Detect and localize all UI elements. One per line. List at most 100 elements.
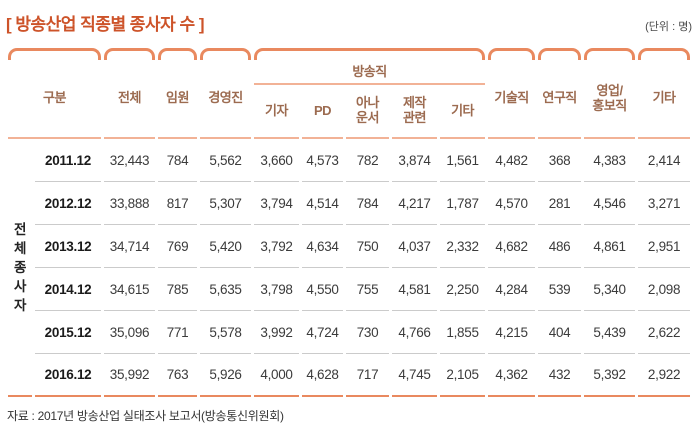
unit-label: (단위 : 명)	[645, 21, 692, 33]
data-cell: 4,215	[488, 311, 536, 354]
data-cell: 3,271	[638, 182, 691, 225]
data-cell: 817	[158, 182, 198, 225]
data-cell: 4,482	[488, 139, 536, 182]
data-cell: 769	[158, 225, 198, 268]
header-production-line1: 제작	[403, 95, 426, 111]
data-cell: 1,561	[440, 139, 486, 182]
brace-sales-pr-icon	[584, 48, 635, 60]
row-date: 2013.12	[35, 225, 102, 268]
data-cell: 4,634	[302, 225, 344, 268]
data-cell: 5,392	[584, 354, 636, 397]
data-cell: 486	[538, 225, 582, 268]
table-row: 2012.12 33,888 817 5,307 3,794 4,514 784 4,217 1…	[8, 182, 691, 225]
data-cell: 3,992	[254, 311, 300, 354]
header-executives: 임원	[158, 60, 198, 139]
data-cell: 4,861	[584, 225, 636, 268]
header-management: 경영진	[200, 60, 252, 139]
data-cell: 3,792	[254, 225, 300, 268]
data-cell: 2,622	[638, 311, 691, 354]
brace-total-icon	[104, 48, 155, 60]
brace-management-icon	[200, 48, 251, 60]
table-header: 구분 전체 임원 경영진 방송직 기술직 연구직 영업/ 홍보직 기타 기자 P…	[8, 60, 691, 139]
data-cell: 34,615	[104, 268, 156, 311]
header-sales-pr-line2: 홍보직	[592, 97, 627, 113]
data-cell: 5,926	[200, 354, 252, 397]
header-etc: 기타	[638, 60, 691, 139]
data-cell: 4,546	[584, 182, 636, 225]
header-brace-row	[5, 47, 693, 60]
data-cell: 5,562	[200, 139, 252, 182]
header-category: 구분	[8, 60, 102, 139]
header-broadcast-etc: 기타	[440, 85, 486, 139]
row-date: 2014.12	[35, 268, 102, 311]
data-cell: 4,628	[302, 354, 344, 397]
data-cell: 4,000	[254, 354, 300, 397]
header-production-line2: 관련	[403, 110, 426, 125]
table-row: 2013.12 34,714 769 5,420 3,792 4,634 750 4,037 2…	[8, 225, 691, 268]
data-cell: 2,105	[440, 354, 486, 397]
table-body: 전체종사자 2011.12 32,443 784 5,562 3,660 4,573 782 3…	[8, 139, 691, 397]
data-cell: 3,660	[254, 139, 300, 182]
data-cell: 5,439	[584, 311, 636, 354]
data-cell: 4,514	[302, 182, 344, 225]
data-cell: 2,250	[440, 268, 486, 311]
data-cell: 784	[346, 182, 390, 225]
header-sales-pr: 영업/ 홍보직	[584, 60, 636, 139]
header-production: 제작 관련	[392, 85, 438, 139]
data-cell: 750	[346, 225, 390, 268]
page-title: [ 방송산업 직종별 종사자 수 ]	[6, 15, 204, 34]
data-cell: 5,420	[200, 225, 252, 268]
data-cell: 281	[538, 182, 582, 225]
data-cell: 771	[158, 311, 198, 354]
data-cell: 782	[346, 139, 390, 182]
data-cell: 2,922	[638, 354, 691, 397]
header-technical: 기술직	[488, 60, 536, 139]
brace-technical-icon	[488, 48, 535, 60]
data-cell: 5,635	[200, 268, 252, 311]
data-cell: 34,714	[104, 225, 156, 268]
data-cell: 4,383	[584, 139, 636, 182]
data-cell: 763	[158, 354, 198, 397]
data-cell: 2,414	[638, 139, 691, 182]
data-cell: 33,888	[104, 182, 156, 225]
data-cell: 35,992	[104, 354, 156, 397]
header-pd: PD	[302, 85, 344, 139]
data-cell: 2,951	[638, 225, 691, 268]
header-research: 연구직	[538, 60, 582, 139]
header-sales-pr-line1: 영업/	[596, 82, 624, 98]
header-total: 전체	[104, 60, 156, 139]
table-row: 2015.12 35,096 771 5,578 3,992 4,724 730 4,766 1…	[8, 311, 691, 354]
data-cell: 4,745	[392, 354, 438, 397]
row-date: 2011.12	[35, 139, 102, 182]
data-cell: 4,362	[488, 354, 536, 397]
data-cell: 4,284	[488, 268, 536, 311]
data-cell: 4,766	[392, 311, 438, 354]
data-cell: 4,550	[302, 268, 344, 311]
data-cell: 4,581	[392, 268, 438, 311]
data-cell: 1,855	[440, 311, 486, 354]
data-cell: 755	[346, 268, 390, 311]
data-cell: 1,787	[440, 182, 486, 225]
data-cell: 784	[158, 139, 198, 182]
row-date: 2015.12	[35, 311, 102, 354]
row-group-label-text: 전체종사자	[13, 221, 27, 313]
table-row: 전체종사자 2011.12 32,443 784 5,562 3,660 4,573 782 3…	[8, 139, 691, 397]
header-announcer: 아나 운서	[346, 85, 390, 139]
data-cell: 3,794	[254, 182, 300, 225]
data-cell: 404	[538, 311, 582, 354]
data-cell: 4,570	[488, 182, 536, 225]
table-row: 2014.12 34,615 785 5,635 3,798 4,550 755 4,581 2…	[8, 268, 691, 311]
data-cell: 368	[538, 139, 582, 182]
brace-etc-icon	[638, 48, 690, 60]
data-cell: 730	[346, 311, 390, 354]
header-group-broadcasting: 방송직	[254, 60, 486, 85]
header-announcer-line1: 아나	[356, 95, 379, 111]
brace-broadcast-icon	[254, 48, 485, 60]
header-reporter: 기자	[254, 85, 300, 139]
data-cell: 4,217	[392, 182, 438, 225]
table-row: 2016.12 35,992 763 5,926 4,000 4,628 717 4,745 2…	[8, 354, 691, 397]
row-date: 2016.12	[35, 354, 102, 397]
data-cell: 3,874	[392, 139, 438, 182]
data-cell: 35,096	[104, 311, 156, 354]
